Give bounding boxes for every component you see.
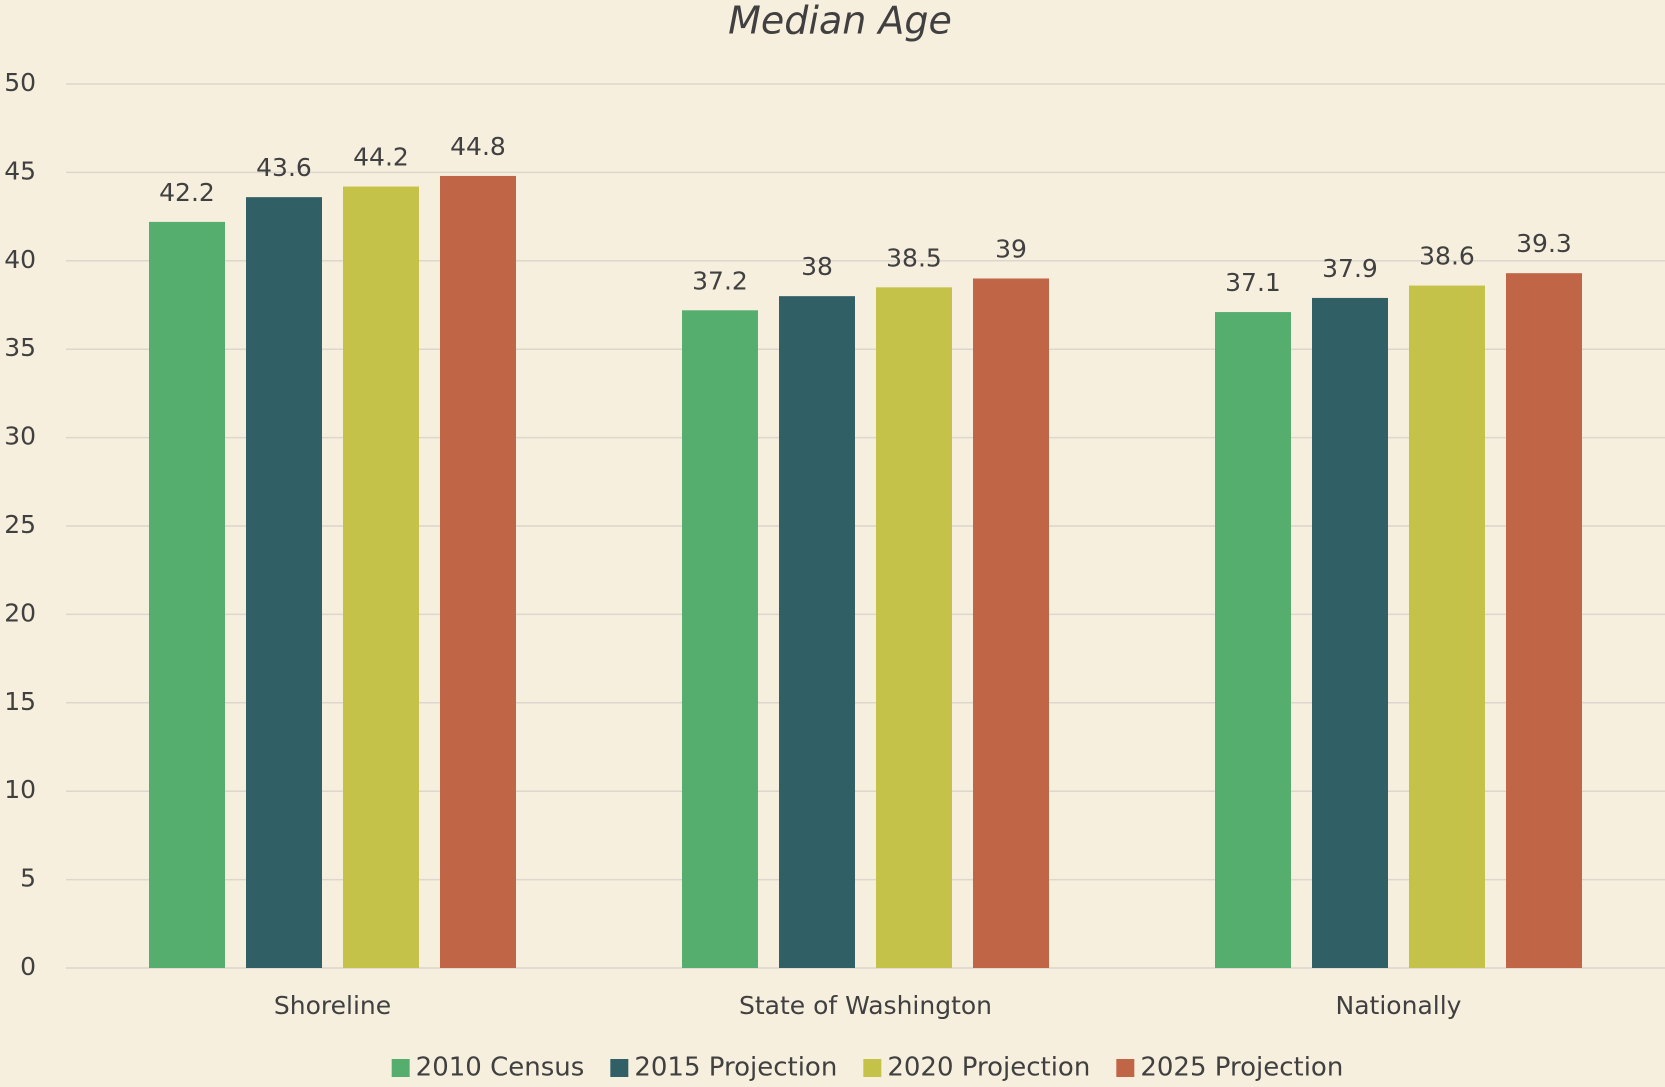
legend-marker: [610, 1059, 629, 1077]
legend-marker: [391, 1059, 410, 1077]
data-label: 38.5: [886, 243, 942, 272]
data-label: 42.2: [159, 178, 215, 207]
bar: [1312, 297, 1388, 969]
legend-label: 2010 Census: [416, 1053, 585, 1083]
chart-title: Median Age: [728, 0, 952, 43]
x-tick-label: Nationally: [1336, 991, 1462, 1020]
data-label: 37.1: [1225, 268, 1281, 297]
data-label: 39.3: [1516, 229, 1572, 258]
bar: [246, 197, 322, 969]
x-tick-label: Shoreline: [274, 991, 391, 1020]
y-tick-label: 10: [4, 775, 36, 804]
data-label: 37.9: [1322, 254, 1378, 283]
bar: [1409, 285, 1485, 968]
data-label: 44.8: [450, 132, 506, 161]
bar: [973, 278, 1049, 969]
bar: [876, 287, 952, 968]
data-label: 39: [995, 234, 1027, 263]
legend-label: 2025 Projection: [1140, 1053, 1343, 1083]
data-label: 38: [801, 252, 833, 281]
x-tick-label: State of Washington: [739, 991, 992, 1020]
bar: [149, 221, 225, 969]
y-tick-label: 25: [4, 510, 36, 539]
bar: [440, 175, 516, 968]
y-tick-label: 50: [4, 68, 36, 97]
legend-label: 2015 Projection: [634, 1053, 837, 1083]
y-tick-label: 20: [4, 598, 36, 627]
y-tick-label: 0: [20, 952, 36, 981]
y-tick-label: 15: [4, 687, 36, 716]
bar: [682, 310, 758, 969]
bar: [1215, 312, 1291, 968]
legend-marker: [1116, 1059, 1135, 1077]
y-tick-label: 45: [4, 156, 36, 185]
y-tick-label: 40: [4, 245, 36, 274]
y-tick-label: 30: [4, 422, 36, 451]
data-label: 43.6: [256, 153, 312, 182]
bar: [1506, 273, 1582, 968]
bar: [779, 296, 855, 968]
data-label: 37.2: [692, 266, 748, 295]
data-label: 44.2: [353, 143, 409, 172]
legend-label: 2020 Projection: [887, 1053, 1090, 1083]
legend-marker: [863, 1059, 882, 1077]
data-label: 38.6: [1419, 242, 1475, 271]
bar: [343, 186, 419, 968]
y-tick-label: 5: [20, 864, 36, 893]
y-tick-label: 35: [4, 333, 36, 362]
